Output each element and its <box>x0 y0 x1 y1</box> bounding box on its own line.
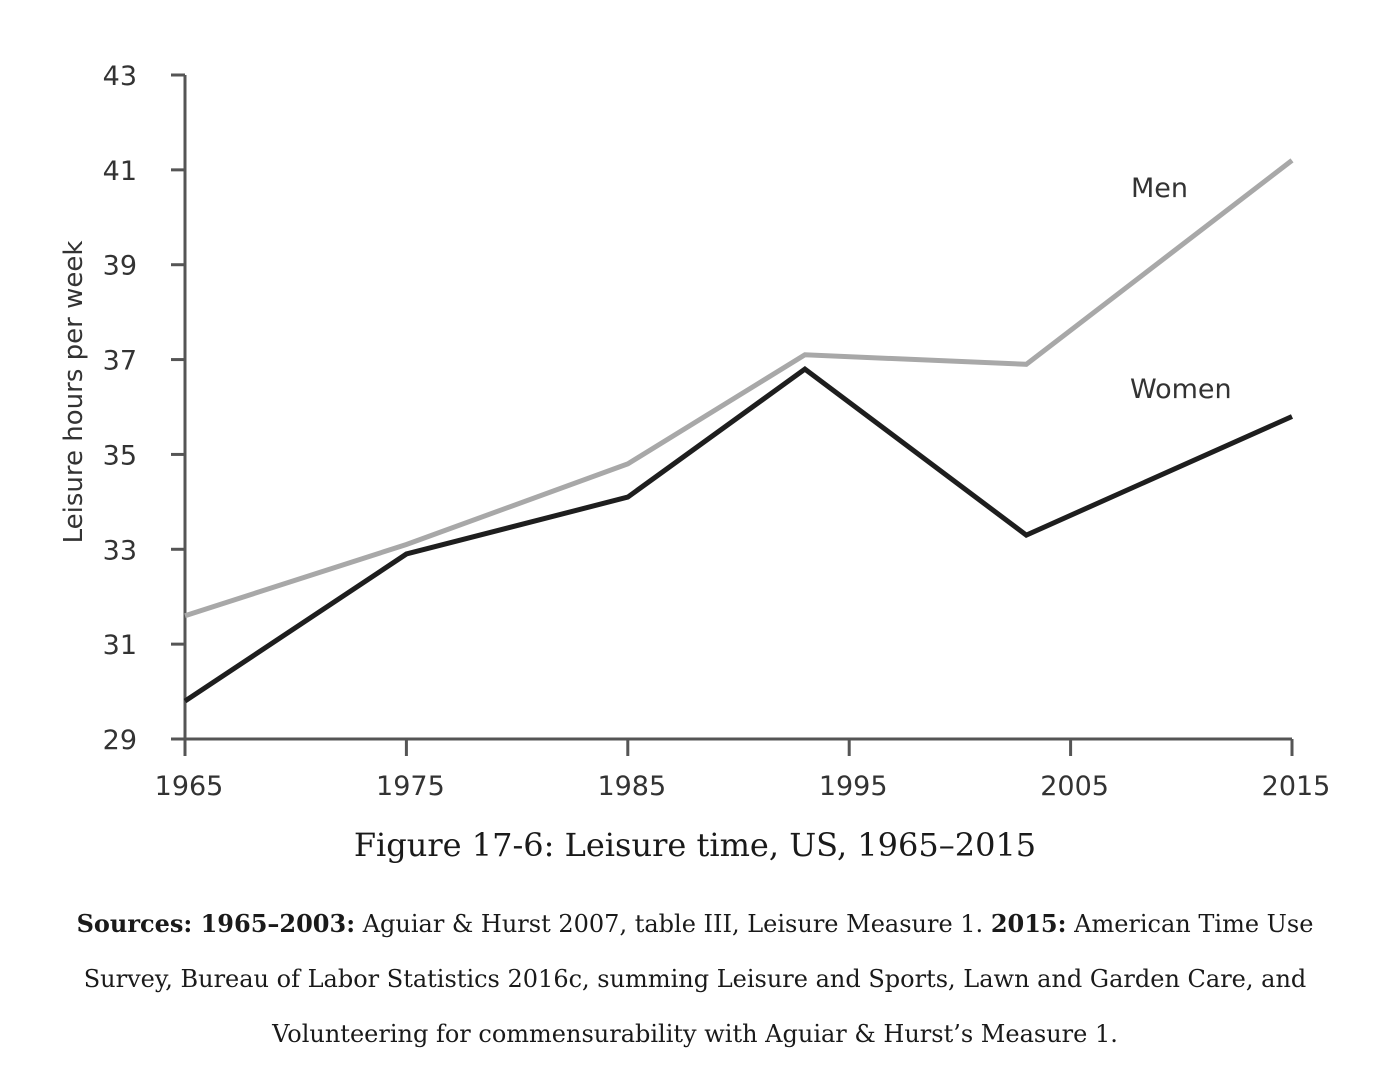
sources-label-1: Sources: 1965–2003: <box>76 909 356 938</box>
y-tick-label: 37 <box>103 346 137 377</box>
sources-text-1: Aguiar & Hurst 2007, table III, Leisure … <box>355 910 991 938</box>
series-lines <box>183 158 1294 704</box>
y-tick-label: 39 <box>103 251 137 282</box>
y-tick-label: 29 <box>103 725 137 756</box>
axes: 29 31 33 35 37 39 41 43 1965 1975 1985 1995 2005 2015 <box>103 61 1331 802</box>
y-tick-label: 31 <box>103 630 137 661</box>
series-line-men <box>184 158 1294 619</box>
sources-label-2: 2015: <box>990 909 1067 938</box>
y-tick-label: 41 <box>103 156 137 187</box>
y-tick-label: 33 <box>103 535 137 566</box>
y-tick-label: 35 <box>103 440 137 471</box>
series-label-women: Women <box>1130 374 1232 405</box>
figure-caption: Figure 17-6: Leisure time, US, 1965–2015 <box>353 826 1037 864</box>
x-tick-label: 2005 <box>1040 771 1109 802</box>
x-tick-label: 1965 <box>155 771 224 802</box>
x-tick-label: 2015 <box>1262 771 1331 802</box>
y-axis-title: Leisure hours per week <box>59 241 89 544</box>
series-line-women <box>183 365 1294 704</box>
x-tick-label: 1985 <box>597 771 666 802</box>
leisure-time-line-chart: 29 31 33 35 37 39 41 43 1965 1975 1985 1995 2005 2015… <box>59 61 1331 802</box>
sources-text-2: American Time Use Survey, Bureau of Labo… <box>83 910 1314 1048</box>
x-tick-label: 1995 <box>819 771 888 802</box>
series-labels: Men Women <box>1130 173 1232 405</box>
sources-note: Sources: 1965–2003: Aguiar & Hurst 2007,… <box>60 896 1330 1062</box>
series-label-men: Men <box>1131 173 1188 204</box>
y-tick-label: 43 <box>103 61 137 92</box>
x-tick-label: 1975 <box>376 771 445 802</box>
